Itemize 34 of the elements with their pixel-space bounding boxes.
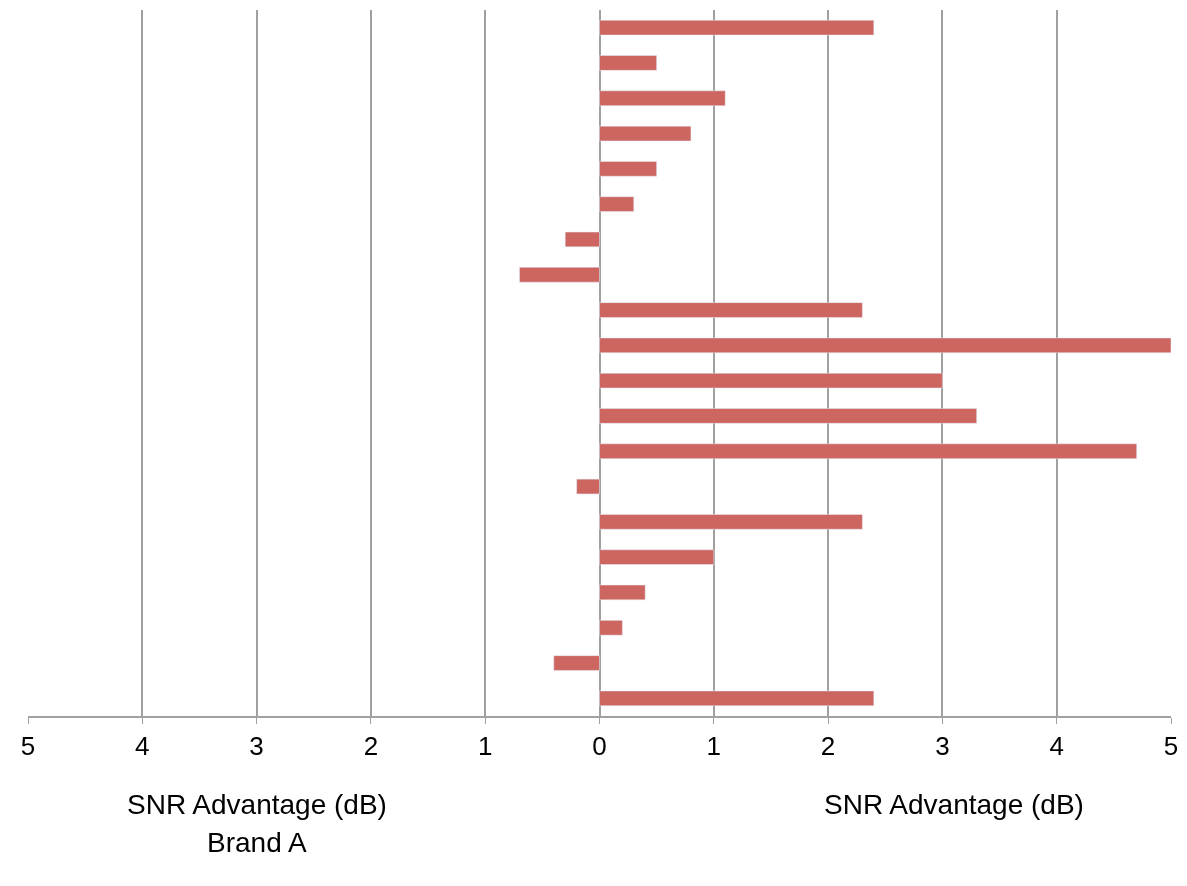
bar [599, 514, 863, 530]
bar [599, 584, 646, 601]
bar [599, 55, 657, 71]
bar [564, 231, 600, 248]
bar [599, 620, 623, 636]
bar [576, 478, 600, 495]
x-tick-label: 2 [363, 730, 379, 761]
bar [519, 267, 600, 283]
bar [599, 690, 875, 707]
bar [553, 655, 600, 671]
bar [599, 337, 1171, 354]
x-tick-label: 1 [706, 730, 722, 761]
x-tick-label: 4 [135, 730, 150, 761]
bar [599, 19, 875, 36]
bar [599, 372, 943, 389]
text: Brand A [207, 827, 307, 858]
bar [599, 125, 692, 142]
bar [599, 408, 977, 424]
text: SNR Advantage (dB) [824, 789, 1084, 820]
x-tick-label: 2 [820, 730, 836, 761]
x-tick-label: 1 [477, 730, 493, 761]
bar [599, 302, 863, 318]
x-tick-label: 3 [249, 730, 264, 761]
x-tick-label: 4 [1049, 730, 1064, 761]
bar [599, 90, 726, 106]
bar [599, 161, 657, 177]
bar [599, 196, 635, 212]
x-tick-label: 3 [935, 730, 950, 761]
bar [599, 549, 715, 565]
x-tick-label: 5 [1163, 730, 1179, 761]
bar [599, 443, 1137, 459]
x-tick-label: 5 [20, 730, 36, 761]
x-tick-label: 0 [592, 730, 607, 761]
text: SNR Advantage (dB) [127, 789, 387, 820]
